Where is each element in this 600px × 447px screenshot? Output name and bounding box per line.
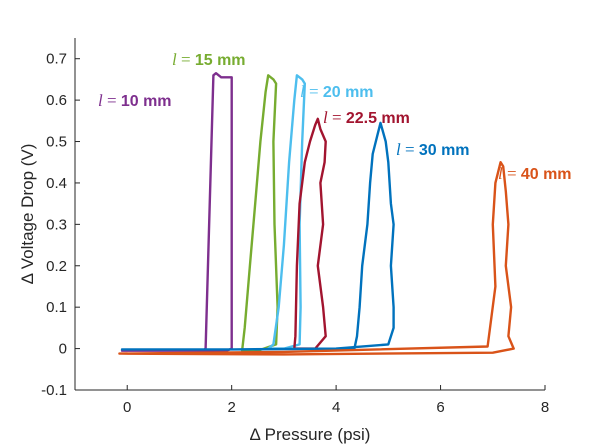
series-labels: l = 10 mm l = 15 mm l = 20 mm l = 22.5 mm l … [98,50,572,183]
y-tick-label: 0.4 [46,175,67,192]
y-tick-label: 0.1 [46,299,67,316]
y-tick-label: 0.7 [46,51,67,68]
series-label: l = 22.5 mm [323,108,410,127]
y-tick-label: 0.2 [46,258,67,275]
series-label: l = 20 mm [300,82,374,101]
x-tick-label: 8 [541,399,549,416]
y-tick-label: 0 [59,341,67,358]
series-label: l = 30 mm [396,140,470,159]
series-line [267,74,306,350]
y-tick-label: 0.5 [46,134,67,151]
axis-ticks: 0 2 4 6 8 -0.1 0 0.1 0.2 0.3 0.4 0.5 0.6 0.7 [41,51,549,416]
series-line [120,72,233,352]
series-label: l = 10 mm [98,91,172,110]
series-label: l = 15 mm [172,50,246,69]
x-tick-label: 0 [123,399,131,416]
series-line [118,161,515,356]
series-label: l = 40 mm [498,164,572,183]
y-tick-label: -0.1 [41,382,67,399]
plot-area [118,72,515,356]
x-tick-label: 4 [332,399,340,416]
x-tick-label: 6 [436,399,444,416]
y-tick-label: 0.3 [46,216,67,233]
series-line [120,121,395,351]
y-axis-title: Δ Voltage Drop (V) [18,144,37,285]
y-tick-label: 0.6 [46,92,67,109]
x-tick-label: 2 [227,399,235,416]
series-line [240,74,279,352]
x-axis-title: Δ Pressure (psi) [250,425,371,444]
series-line [293,117,327,350]
